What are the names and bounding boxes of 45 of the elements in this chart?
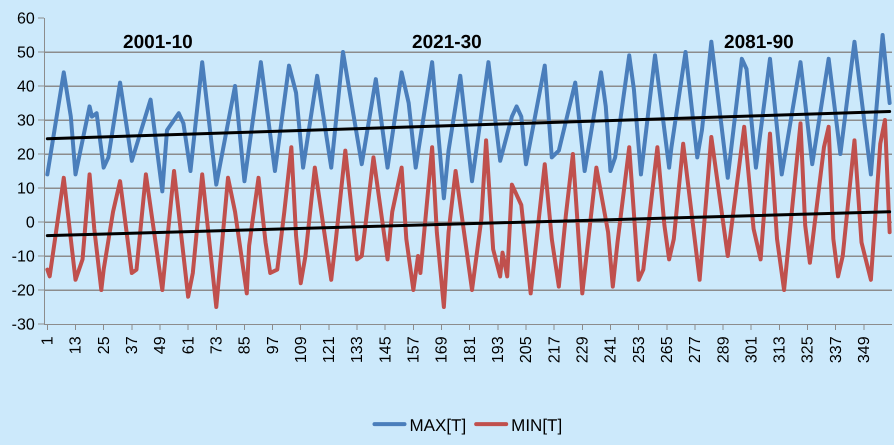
x-tick-label: 253 — [630, 336, 648, 364]
x-tick-label: 289 — [715, 336, 732, 364]
x-tick-label: 181 — [462, 336, 479, 364]
x-tick-label: 49 — [152, 336, 170, 354]
annotation: 2081-90 — [724, 32, 794, 53]
x-tick-label: 349 — [856, 336, 874, 364]
x-tick-label: 217 — [546, 336, 564, 364]
x-tick-label: 85 — [236, 336, 254, 354]
y-tick-label: 20 — [17, 146, 35, 164]
x-tick-label: 121 — [321, 336, 338, 364]
legend-label: MIN[T] — [511, 416, 562, 435]
x-tick-label: 1 — [40, 336, 57, 346]
x-tick-label: 13 — [68, 336, 85, 354]
x-tick-label: 301 — [743, 336, 760, 364]
y-tick-label: 30 — [17, 112, 35, 130]
x-tick-label: 229 — [574, 336, 592, 364]
x-tick-label: 241 — [602, 336, 620, 364]
x-tick-label: 25 — [96, 336, 113, 354]
y-tick-label: 50 — [17, 44, 35, 62]
x-tick-label: 157 — [406, 336, 423, 364]
x-tick-label: 169 — [434, 336, 451, 364]
y-tick-label: 10 — [17, 180, 35, 198]
x-tick-label: 265 — [658, 336, 676, 364]
x-tick-label: 205 — [518, 336, 536, 364]
y-tick-label: -20 — [12, 282, 35, 300]
x-tick-label: 277 — [687, 336, 704, 364]
x-tick-label: 73 — [208, 336, 226, 354]
y-tick-label: 40 — [17, 78, 35, 96]
x-tick-label: 313 — [772, 336, 789, 364]
annotation: 2021-30 — [412, 32, 482, 53]
y-tick-label: -10 — [12, 248, 35, 266]
x-tick-label: 109 — [292, 336, 310, 364]
x-tick-label: 37 — [124, 336, 142, 354]
x-tick-label: 61 — [180, 336, 198, 354]
annotation: 2001-10 — [123, 32, 193, 53]
x-tick-label: 193 — [490, 336, 508, 364]
x-tick-label: 133 — [349, 336, 366, 364]
y-tick-label: 60 — [17, 10, 35, 28]
y-tick-label: 0 — [26, 214, 35, 232]
x-tick-label: 97 — [264, 336, 282, 354]
x-tick-label: 325 — [800, 336, 817, 364]
x-tick-label: 337 — [828, 336, 845, 364]
x-tick-label: 145 — [377, 336, 394, 364]
y-tick-label: -30 — [12, 316, 35, 334]
legend-label: MAX[T] — [410, 416, 466, 435]
